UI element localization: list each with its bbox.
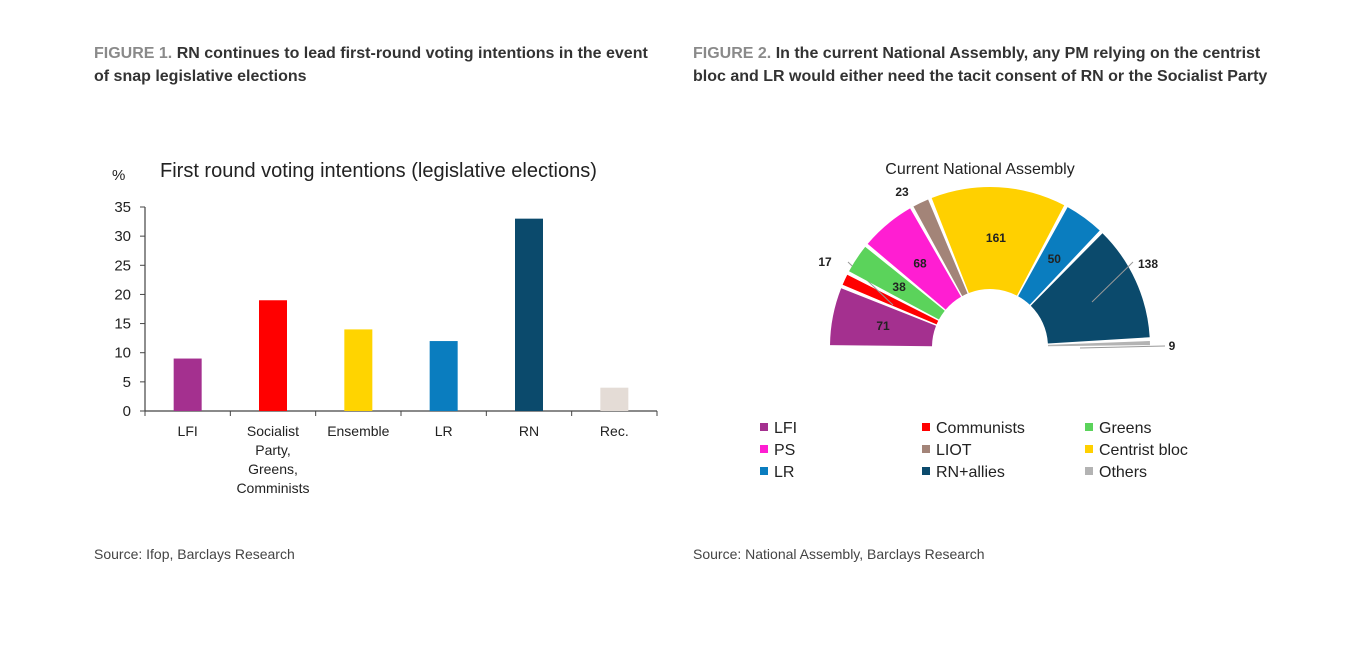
legend-item-others: Others <box>1085 464 1147 482</box>
y-axis-label: % <box>112 167 125 184</box>
x-tick-label: LFI <box>178 423 198 439</box>
x-tick-label: RN <box>519 423 539 439</box>
legend-swatch <box>1085 422 1093 431</box>
bar <box>259 300 287 411</box>
legend-item-liot: LIOT <box>922 442 972 460</box>
leader-line <box>1091 261 1134 303</box>
y-tick-label: 5 <box>123 374 131 391</box>
slice-lfi <box>830 288 937 347</box>
legend-label: Others <box>1099 464 1148 481</box>
figure1-title: FIGURE 1. RN continues to lead first-rou… <box>94 42 654 88</box>
legend-swatch <box>760 422 768 431</box>
slice-greens <box>849 246 945 320</box>
figure2-title: FIGURE 2. In the current National Assemb… <box>693 42 1273 88</box>
y-tick-label: 15 <box>114 316 131 333</box>
legend-label: RN+allies <box>936 464 1005 481</box>
bar <box>173 358 202 411</box>
leader-line <box>1079 345 1166 349</box>
figure1-source: Source: Ifop, Barclays Research <box>94 546 295 562</box>
legend-swatch <box>922 444 930 453</box>
legend-label: PS <box>774 442 796 459</box>
slice-value-label: 38 <box>892 280 906 294</box>
slice-value-label: 50 <box>1048 252 1062 266</box>
legend-item-lr: LR <box>760 464 794 482</box>
x-tick-label: Ensemble <box>327 423 389 439</box>
bar <box>515 218 543 411</box>
slice-others <box>1047 341 1150 347</box>
legend-label: LFI <box>774 420 798 437</box>
legend-item-ps: PS <box>760 442 795 460</box>
legend-item-communists: Communists <box>922 420 1025 438</box>
slice-value-label: 161 <box>986 231 1006 245</box>
legend-label: LIOT <box>936 442 972 459</box>
legend-label: LR <box>774 464 795 481</box>
slice-value-label: 17 <box>818 255 832 269</box>
slice-rn-allies <box>1030 233 1150 344</box>
y-tick-label: 20 <box>114 286 131 303</box>
slice-value-label: 68 <box>913 256 927 270</box>
slice-value-label: 138 <box>1138 257 1158 271</box>
slice-value-label: 23 <box>895 185 909 199</box>
figure2-heading: In the current National Assembly, any PM… <box>693 45 1268 85</box>
legend-swatch <box>760 444 768 453</box>
y-tick-label: 10 <box>114 345 131 362</box>
bar <box>429 341 458 411</box>
legend-item-lfi: LFI <box>760 420 797 438</box>
y-tick-label: 30 <box>114 228 131 245</box>
x-tick-label: LR <box>435 423 453 439</box>
bar <box>600 387 629 411</box>
legend-item-centrist-bloc: Centrist bloc <box>1085 442 1188 460</box>
legend-swatch <box>1085 444 1093 453</box>
x-tick-label: Socialist Party, Greens, Comminists <box>236 423 309 496</box>
x-tick-label: Rec. <box>600 423 629 439</box>
legend-item-rn-allies: RN+allies <box>922 464 1005 482</box>
figure1-heading: RN continues to lead first-round voting … <box>94 45 648 85</box>
slice-centrist-bloc <box>931 186 1065 296</box>
y-tick-label: 0 <box>123 403 131 420</box>
legend-item-greens: Greens <box>1085 420 1151 438</box>
legend-label: Communists <box>936 420 1025 437</box>
bar <box>344 329 373 411</box>
chart2-title: Current National Assembly <box>885 161 1074 178</box>
slice-communists <box>842 274 939 325</box>
slice-liot <box>913 199 968 297</box>
y-tick-label: 25 <box>114 257 131 274</box>
slice-lr <box>1018 207 1100 305</box>
legend-label: Centrist bloc <box>1099 442 1188 459</box>
figure2-label: FIGURE 2. <box>693 45 772 62</box>
chart1-title: First round voting intentions (legislati… <box>160 160 597 182</box>
slice-value-label: 71 <box>876 319 890 333</box>
slice-value-label: 9 <box>1169 339 1176 353</box>
slice-ps <box>867 208 962 310</box>
figure2-source: Source: National Assembly, Barclays Rese… <box>693 546 985 562</box>
legend-swatch <box>760 466 768 475</box>
legend-label: Greens <box>1099 420 1152 437</box>
y-tick-label: 35 <box>114 199 131 216</box>
legend-swatch <box>1085 466 1093 475</box>
legend-swatch <box>922 422 930 431</box>
figure1-label: FIGURE 1. <box>94 45 173 62</box>
legend-swatch <box>922 466 930 475</box>
